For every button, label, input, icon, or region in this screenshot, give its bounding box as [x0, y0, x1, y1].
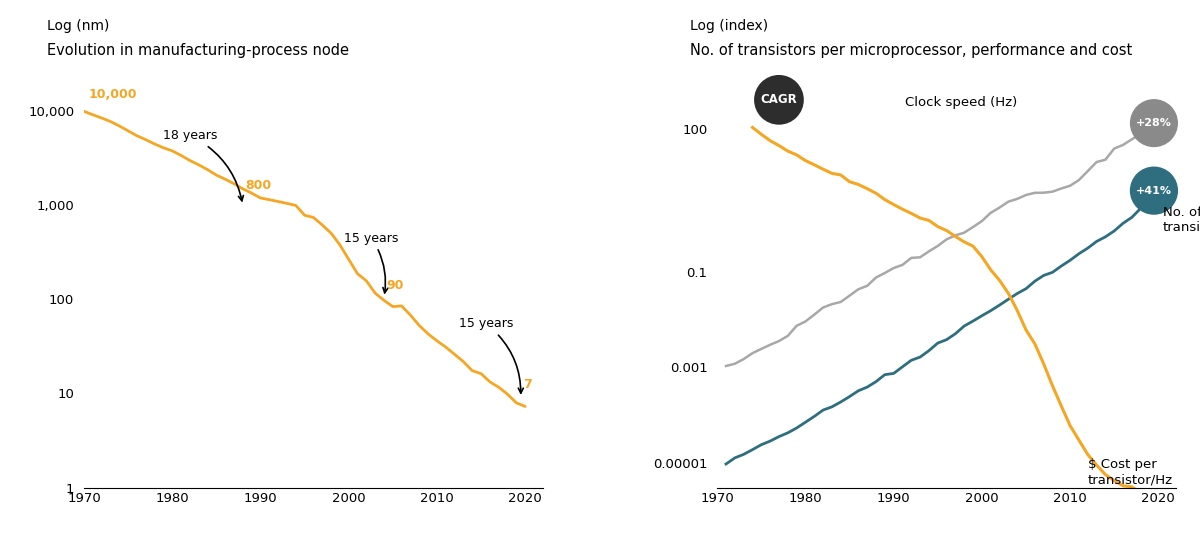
Text: 7: 7	[523, 378, 532, 391]
Text: 15 years: 15 years	[344, 232, 398, 293]
Text: Log (index): Log (index)	[690, 19, 768, 33]
Text: $ Cost per
transistor/Hz: $ Cost per transistor/Hz	[1087, 458, 1172, 486]
Text: 15 years: 15 years	[458, 317, 523, 393]
Text: No. of transistors per microprocessor, performance and cost: No. of transistors per microprocessor, p…	[690, 43, 1132, 58]
Text: CAGR: CAGR	[761, 93, 797, 106]
Text: 10,000: 10,000	[89, 88, 137, 101]
Text: No. of
transistors: No. of transistors	[1163, 206, 1200, 234]
Text: 90: 90	[386, 279, 404, 292]
Text: Evolution in manufacturing-process node: Evolution in manufacturing-process node	[47, 43, 349, 58]
Text: 18 years: 18 years	[163, 129, 244, 201]
Text: Clock speed (Hz): Clock speed (Hz)	[905, 96, 1018, 109]
Text: +28%: +28%	[1136, 118, 1172, 128]
Text: Log (nm): Log (nm)	[47, 19, 109, 33]
Text: 800: 800	[246, 179, 271, 192]
Text: +41%: +41%	[1136, 186, 1172, 196]
